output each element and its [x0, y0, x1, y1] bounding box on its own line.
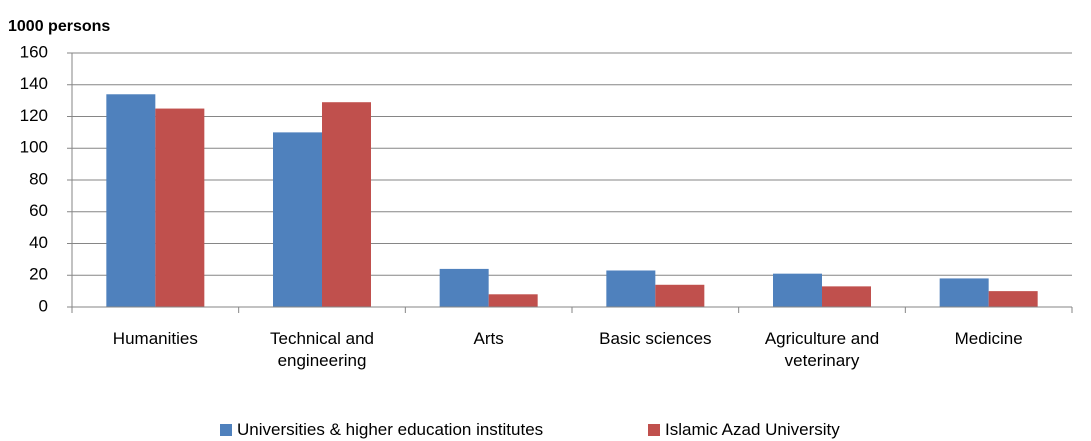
bar	[106, 94, 156, 308]
legend-item: Islamic Azad University	[648, 420, 840, 440]
y-tick-label: 40	[29, 233, 48, 252]
y-tick-label: 80	[29, 169, 48, 188]
x-tick-label: Agriculture and veterinary	[764, 329, 880, 370]
y-tick-label: 20	[29, 265, 48, 284]
y-tick-label: 160	[20, 42, 48, 61]
y-axis-title: 1000 persons	[8, 18, 110, 35]
legend-label: Islamic Azad University	[665, 420, 840, 439]
y-tick-label: 60	[29, 201, 48, 220]
bar	[155, 108, 205, 307]
x-tick-label: Arts	[473, 329, 504, 348]
legend-label: Universities & higher education institut…	[237, 420, 544, 439]
bar	[939, 278, 989, 307]
y-tick-label: 140	[20, 74, 48, 93]
y-tick-label: 100	[20, 138, 48, 157]
bar	[273, 132, 322, 307]
bar	[322, 102, 371, 308]
x-tick-label: Basic sciences	[599, 329, 712, 348]
bar	[822, 286, 871, 307]
bar	[988, 291, 1038, 307]
bar	[439, 268, 489, 307]
legend-swatch	[648, 424, 660, 436]
x-tick-label: Technical and engineering	[270, 329, 374, 370]
y-tick-label: 0	[39, 296, 48, 315]
bar	[606, 270, 656, 307]
y-tick-label: 120	[20, 106, 48, 125]
bar	[773, 273, 822, 307]
bar	[655, 284, 705, 307]
x-tick-label: Humanities	[112, 329, 198, 348]
legend-item: Universities & higher education institut…	[220, 420, 543, 440]
bar	[488, 294, 538, 307]
legend-swatch	[220, 424, 232, 436]
x-tick-label: Medicine	[954, 329, 1023, 348]
